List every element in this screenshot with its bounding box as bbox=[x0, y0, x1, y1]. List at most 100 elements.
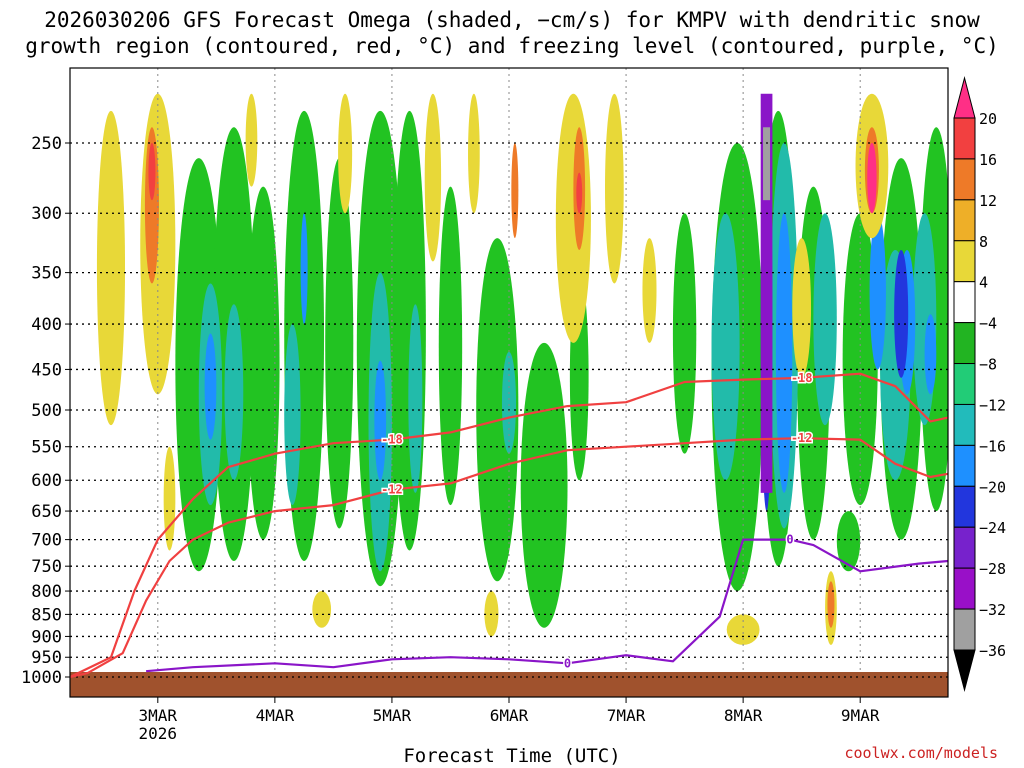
x-tick-label-9MAR: 9MAR bbox=[841, 706, 880, 725]
red-shade-1 bbox=[576, 172, 583, 214]
blue-shade-3 bbox=[775, 213, 793, 493]
green-shade-7 bbox=[438, 186, 463, 506]
colorbar-label-7: −12 bbox=[979, 396, 1006, 414]
colorbar-label-10: −24 bbox=[979, 519, 1006, 537]
x-tick-label-7MAR: 7MAR bbox=[607, 706, 646, 725]
yellow-shade-11 bbox=[726, 614, 760, 645]
yellow-shade-6 bbox=[792, 238, 812, 378]
x-tick-label-6MAR: 6MAR bbox=[490, 706, 529, 725]
pink-shade-0 bbox=[867, 143, 877, 214]
y-tick-label-450: 450 bbox=[31, 360, 62, 380]
teal-shade-4 bbox=[408, 304, 423, 493]
colorbar-label-2: 12 bbox=[979, 192, 997, 210]
teal-shade-2 bbox=[284, 324, 301, 506]
omega-shading bbox=[96, 93, 948, 645]
contour-label-0-1: -18 bbox=[791, 371, 813, 385]
colorbar-segment-10 bbox=[953, 526, 976, 569]
colorbar-label-4: 4 bbox=[979, 274, 988, 292]
purple-shade-0 bbox=[760, 93, 773, 493]
colorbar-label-3: 8 bbox=[979, 233, 988, 251]
contour-line-1 bbox=[69, 437, 949, 679]
x-tick-label-4MAR: 4MAR bbox=[256, 706, 295, 725]
yellow-shade-2 bbox=[338, 93, 353, 214]
teal-shade-8 bbox=[813, 213, 837, 426]
green-shade-9 bbox=[520, 342, 568, 628]
green-shade-15 bbox=[842, 213, 878, 506]
plot-frame bbox=[69, 67, 949, 698]
colorbar-segment-2 bbox=[953, 199, 976, 242]
y-tick-label-1000: 1000 bbox=[21, 668, 62, 688]
darkblue-shade-1 bbox=[894, 249, 909, 378]
gray-shade-0 bbox=[763, 127, 771, 201]
colorbar-label-1: 16 bbox=[979, 151, 997, 169]
contour-line-0 bbox=[69, 372, 949, 678]
y-tick-label-250: 250 bbox=[31, 134, 62, 154]
colorbar-label-11: −28 bbox=[979, 560, 1006, 578]
colorbar-segment-9 bbox=[953, 485, 976, 528]
y-tick-label-800: 800 bbox=[31, 582, 62, 602]
teal-shade-1 bbox=[224, 304, 244, 481]
y-tick-label-300: 300 bbox=[31, 204, 62, 224]
colorbar-segment-7 bbox=[953, 403, 976, 446]
colorbar-label-9: −20 bbox=[979, 478, 1006, 496]
colorbar-label-5: −4 bbox=[979, 315, 997, 333]
colorbar-segment-12 bbox=[953, 608, 976, 651]
orange-shade-4 bbox=[511, 143, 519, 239]
colorbar-label-12: −32 bbox=[979, 601, 1006, 619]
y-tick-label-750: 750 bbox=[31, 557, 62, 577]
blue-shade-1 bbox=[300, 213, 308, 325]
ground-fill bbox=[70, 672, 948, 697]
yellow-shade-3 bbox=[424, 93, 442, 262]
contour-label-0-0: -18 bbox=[381, 433, 403, 447]
orange-shade-0 bbox=[144, 127, 159, 284]
blue-shade-6 bbox=[924, 314, 937, 395]
colorbar-label-8: −16 bbox=[979, 437, 1006, 455]
blue-shade-4 bbox=[869, 213, 886, 370]
watermark: coolwx.com/models bbox=[844, 744, 998, 762]
yellow-shade-0 bbox=[96, 110, 126, 426]
blue-shade-0 bbox=[204, 333, 217, 440]
x-tick-label-5MAR: 5MAR bbox=[373, 706, 412, 725]
colorbar-segment-0 bbox=[953, 117, 976, 160]
yellow-shade-9 bbox=[245, 93, 258, 187]
green-shade-2 bbox=[246, 186, 280, 540]
red-shade-0 bbox=[148, 143, 156, 201]
chart-title: 2026030206 GFS Forecast Omega (shaded, −… bbox=[44, 8, 980, 32]
colorbar-label-13: −36 bbox=[979, 642, 1006, 660]
x-tick-label-8MAR: 8MAR bbox=[724, 706, 763, 725]
chart-subtitle: growth region (contoured, red, °C) and f… bbox=[25, 34, 999, 58]
yellow-shade-10 bbox=[468, 93, 480, 214]
blue-shade-2 bbox=[374, 360, 387, 481]
yellow-shade-15 bbox=[484, 591, 499, 637]
colorbar-segment-5 bbox=[953, 322, 976, 365]
y-tick-label-950: 950 bbox=[31, 648, 62, 668]
green-shade-4 bbox=[325, 158, 354, 529]
y-tick-label-900: 900 bbox=[31, 627, 62, 647]
y-tick-label-850: 850 bbox=[31, 605, 62, 625]
colorbar-label-6: −8 bbox=[979, 356, 997, 374]
contour-label-1-0: -12 bbox=[381, 483, 403, 497]
green-shade-11 bbox=[672, 213, 697, 454]
y-tick-label-600: 600 bbox=[31, 471, 62, 491]
y-tick-label-650: 650 bbox=[31, 502, 62, 522]
x-axis-label: Forecast Time (UTC) bbox=[403, 745, 621, 767]
yellow-shade-14 bbox=[312, 591, 332, 628]
colorbar-segment-3 bbox=[953, 240, 976, 283]
yellow-shade-8 bbox=[642, 238, 657, 343]
yellow-shade-4 bbox=[555, 93, 591, 343]
colorbar-label-0: 20 bbox=[979, 110, 997, 128]
y-tick-label-550: 550 bbox=[31, 438, 62, 458]
contour-label-2-0: 0 bbox=[564, 656, 571, 670]
colorbar-segment-11 bbox=[953, 567, 976, 610]
colorbar-segment-6 bbox=[953, 363, 976, 405]
y-tick-label-700: 700 bbox=[31, 531, 62, 551]
contour-line-2 bbox=[146, 538, 949, 673]
colorbar-segment-4 bbox=[953, 281, 976, 324]
y-tick-label-400: 400 bbox=[31, 315, 62, 335]
x-sublabel-year: 2026 bbox=[139, 724, 178, 743]
orange-shade-3 bbox=[827, 581, 835, 628]
teal-shade-5 bbox=[501, 351, 517, 454]
green-shade-18 bbox=[836, 511, 861, 572]
x-tick-label-3MAR: 3MAR bbox=[139, 706, 178, 725]
